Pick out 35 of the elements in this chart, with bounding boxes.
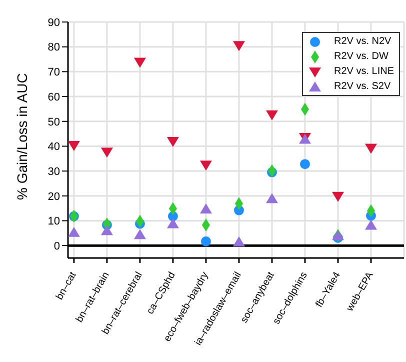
point bbox=[332, 230, 344, 240]
point bbox=[200, 204, 212, 214]
y-tick-label: 90 bbox=[48, 16, 60, 29]
y-tick-label: 10 bbox=[48, 216, 60, 228]
y-axis-title: % Gain/Loss in AUC bbox=[14, 73, 30, 200]
point bbox=[166, 136, 179, 147]
legend-label: R2V vs. S2V bbox=[334, 80, 391, 92]
point bbox=[300, 159, 310, 170]
y-tick-label: 80 bbox=[48, 42, 60, 54]
point bbox=[200, 236, 211, 246]
point bbox=[364, 144, 377, 154]
point bbox=[100, 225, 113, 236]
point bbox=[332, 192, 344, 202]
point bbox=[364, 220, 377, 230]
point bbox=[200, 160, 212, 171]
point bbox=[100, 148, 113, 158]
y-tick-label: 60 bbox=[48, 91, 60, 104]
legend-label: R2V vs. DW bbox=[334, 50, 388, 62]
y-tick-label: 50 bbox=[48, 116, 60, 128]
point bbox=[232, 41, 245, 52]
point bbox=[266, 193, 278, 204]
point bbox=[232, 236, 245, 246]
point bbox=[166, 218, 179, 228]
point bbox=[134, 58, 146, 68]
y-tick-label: 20 bbox=[48, 190, 60, 203]
point bbox=[68, 226, 80, 237]
y-tick-label: 0 bbox=[54, 240, 60, 252]
y-tick-label: 70 bbox=[48, 66, 60, 79]
point bbox=[68, 140, 80, 151]
point bbox=[134, 229, 146, 240]
legend-label: R2V vs. LINE bbox=[334, 66, 394, 78]
legend-label: R2V vs. N2V bbox=[334, 36, 392, 48]
y-tick-label: 30 bbox=[48, 166, 60, 178]
point bbox=[266, 110, 278, 120]
y-tick-label: 40 bbox=[48, 141, 60, 154]
